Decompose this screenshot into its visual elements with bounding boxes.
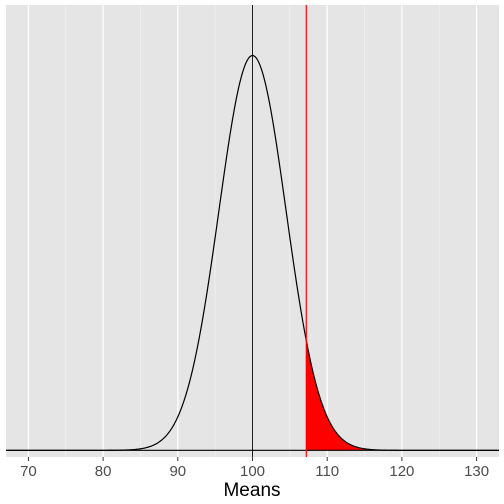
x-tick-label: 80 (95, 463, 112, 480)
shaded-tail-area (306, 340, 499, 451)
x-tick-label: 70 (20, 463, 37, 480)
x-axis-title: Means (223, 480, 280, 501)
x-tick-label: 90 (169, 463, 186, 480)
x-tick-label: 110 (315, 463, 339, 480)
x-axis: 70 80 90 100 110 120 130 (20, 457, 489, 480)
x-tick-label: 120 (389, 463, 414, 480)
x-tick-label: 130 (464, 463, 489, 480)
x-tick-label: 100 (240, 463, 265, 480)
